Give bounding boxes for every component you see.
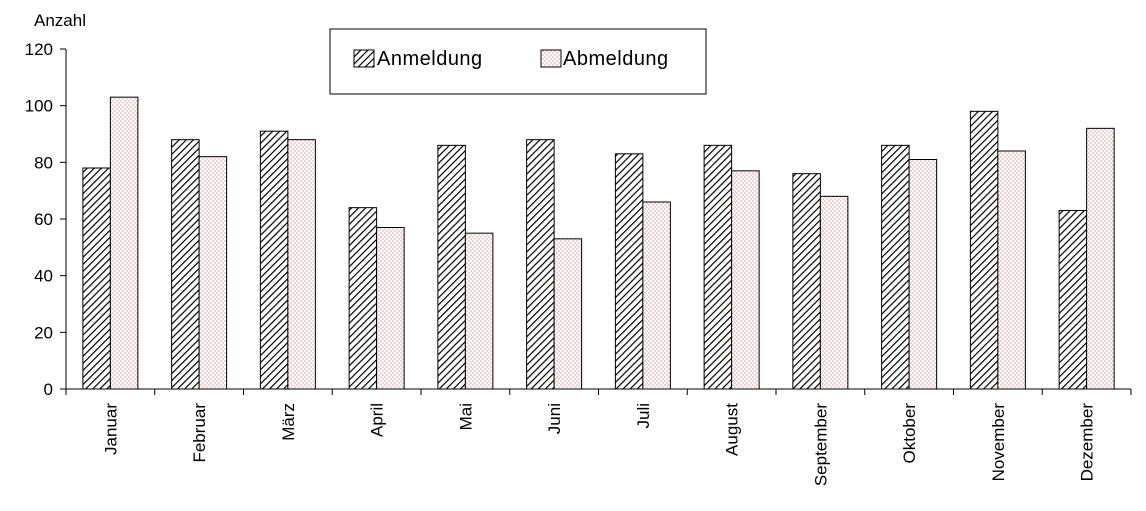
legend-swatch-abmeldung xyxy=(540,49,562,68)
bar-anmeldung-4 xyxy=(348,207,378,390)
y-tick-label: 0 xyxy=(44,380,53,399)
bar-anmeldung-5 xyxy=(437,144,466,390)
x-tick-label: August xyxy=(723,403,742,456)
legend-label-anmeldung: Anmeldung xyxy=(377,48,483,70)
bar-anmeldung-8 xyxy=(703,144,733,390)
x-tick-label: Januar xyxy=(101,403,120,455)
x-tick-label: Oktober xyxy=(900,403,919,464)
bar-abmeldung-6 xyxy=(553,238,583,390)
y-tick-label: 100 xyxy=(25,97,53,116)
bar-anmeldung-12 xyxy=(1058,210,1088,390)
bar-anmeldung-3 xyxy=(259,130,289,390)
bar-abmeldung-10 xyxy=(908,159,938,390)
x-tick-label: Februar xyxy=(190,403,209,463)
legend-swatch-anmeldung xyxy=(353,49,375,68)
y-tick-label: 40 xyxy=(34,267,53,286)
x-tick-label: Dezember xyxy=(1078,403,1097,482)
x-tick-label: September xyxy=(811,403,830,486)
bar-abmeldung-3 xyxy=(287,139,316,390)
x-tick-label: Juni xyxy=(545,403,564,434)
bar-anmeldung-7 xyxy=(614,153,644,390)
bar-abmeldung-7 xyxy=(642,201,671,390)
bar-abmeldung-4 xyxy=(376,227,405,390)
legend: Anmeldung Abmeldung xyxy=(329,28,707,95)
x-tick-label: November xyxy=(989,403,1008,482)
bar-anmeldung-11 xyxy=(969,110,999,390)
y-tick-label: 120 xyxy=(25,40,53,59)
x-tick-label: Juli xyxy=(634,403,653,429)
y-tick-label: 80 xyxy=(34,153,53,172)
x-tick-label: Mai xyxy=(456,403,475,430)
bar-abmeldung-12 xyxy=(1086,127,1115,390)
x-tick-label: März xyxy=(279,403,298,441)
y-tick-label: 20 xyxy=(34,323,53,342)
y-axis-label: Anzahl xyxy=(34,11,86,30)
bar-anmeldung-10 xyxy=(881,144,910,390)
legend-box xyxy=(329,28,707,95)
bar-abmeldung-5 xyxy=(464,232,494,390)
bar-abmeldung-11 xyxy=(997,150,1026,390)
bar-anmeldung-1 xyxy=(82,167,111,390)
x-tick-label: April xyxy=(368,403,387,437)
bar-anmeldung-2 xyxy=(171,139,200,390)
y-tick-label: 60 xyxy=(34,210,53,229)
bar-abmeldung-1 xyxy=(109,96,139,390)
bar-abmeldung-2 xyxy=(198,156,228,390)
bar-anmeldung-6 xyxy=(526,139,555,390)
bar-abmeldung-8 xyxy=(731,170,760,390)
bar-anmeldung-9 xyxy=(792,173,821,390)
bar-abmeldung-9 xyxy=(819,195,849,390)
legend-label-abmeldung: Abmeldung xyxy=(563,48,669,70)
